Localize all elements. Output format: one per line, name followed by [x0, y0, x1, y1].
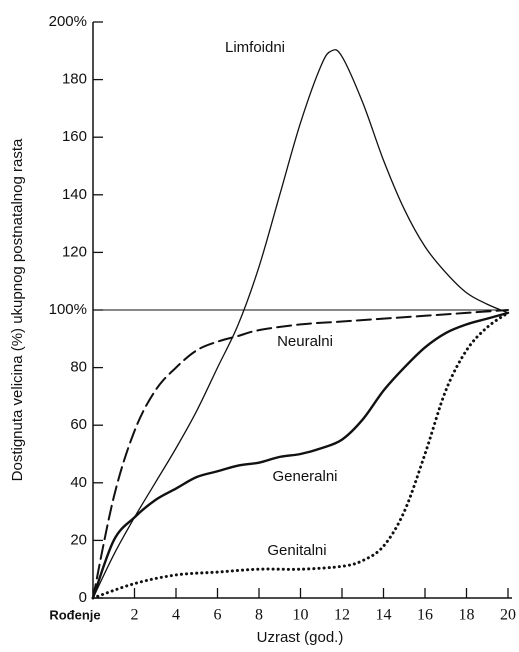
x-tick-label: 4	[172, 607, 180, 624]
y-tick-label: 40	[70, 474, 87, 491]
series-line	[91, 311, 510, 600]
series-line	[92, 49, 509, 599]
x-tick-label: Rođenje	[49, 607, 100, 622]
series-line	[92, 309, 509, 599]
series-line	[91, 311, 510, 600]
x-tick-label: 2	[131, 607, 139, 624]
series-label: Limfoidni	[225, 39, 285, 56]
series-label: Neuralni	[277, 333, 333, 350]
x-tick-label: 8	[255, 607, 263, 624]
series-label: Generalni	[272, 468, 337, 485]
series-label: Genitalni	[267, 542, 326, 559]
x-tick-label: 10	[293, 607, 309, 624]
x-tick-label: 18	[459, 607, 475, 624]
y-tick-label: 120	[62, 243, 87, 260]
x-axis-label: Uzrast (god.)	[257, 629, 344, 646]
x-tick-label: 12	[334, 607, 350, 624]
y-tick-label: 20	[70, 531, 87, 548]
y-tick-label: 160	[62, 128, 87, 145]
y-tick-label: 140	[62, 186, 87, 203]
x-tick-label: 6	[214, 607, 222, 624]
y-tick-label: 80	[70, 359, 87, 376]
y-axis-label: Dostignuta velicina (%) ukupnog postnata…	[9, 138, 26, 481]
y-tick-label: 60	[70, 416, 87, 433]
x-tick-label: 16	[417, 607, 433, 624]
y-tick-label: 100%	[49, 301, 87, 318]
x-tick-label: 20	[500, 607, 516, 624]
y-tick-label: 180	[62, 71, 87, 88]
x-tick-label: 14	[376, 607, 392, 624]
y-tick-label: 200%	[49, 13, 87, 30]
y-tick-label: 0	[79, 589, 87, 606]
